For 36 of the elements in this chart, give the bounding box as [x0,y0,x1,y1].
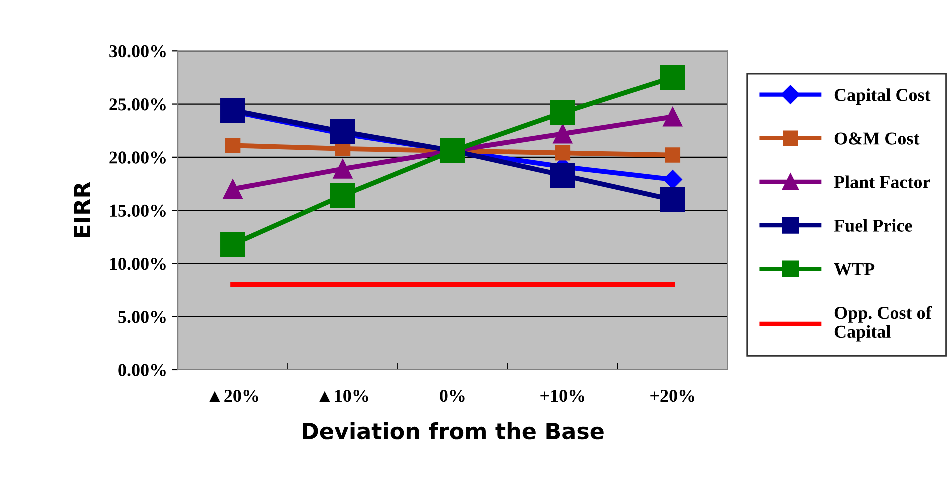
legend-label: Opp. Cost of Capital [834,306,932,342]
legend-label: O&M Cost [834,132,920,145]
point [660,187,686,212]
point [225,138,241,154]
legend-label: Capital Cost [834,88,931,105]
point [330,183,356,208]
point [330,119,356,144]
y-tick-label: 25.00% [110,98,166,111]
y-tick-label: 30.00% [110,45,166,58]
x-tick-label: +20% [650,390,694,402]
x-tick-label: ▲10% [320,390,368,402]
y-tick-label: 5.00% [118,311,166,324]
point [663,170,682,190]
y-tick-label: 20.00% [110,152,166,164]
legend-label: WTP [834,264,875,276]
y-tick-label: 15.00% [110,204,166,218]
point [553,124,573,144]
point [220,98,246,124]
x-tick-label: 0% [440,390,465,402]
x-axis-title: Deviation from the Base [303,422,604,440]
point [333,159,353,179]
y-tick-label: 10.00% [110,258,166,270]
point [550,162,576,188]
point [663,107,683,127]
legend-label: Plant Factor [834,176,930,188]
point [660,65,686,90]
x-tick-label: ▲20% [210,390,258,402]
point [550,100,576,126]
x-tick-label: +10% [540,390,584,402]
y-axis-title: EIRR [74,182,90,238]
point [220,232,246,258]
point [665,148,681,163]
y-tick-label: 0.00% [118,364,166,376]
point [555,146,571,161]
legend-label: Fuel Price [834,219,912,232]
point [223,180,243,200]
